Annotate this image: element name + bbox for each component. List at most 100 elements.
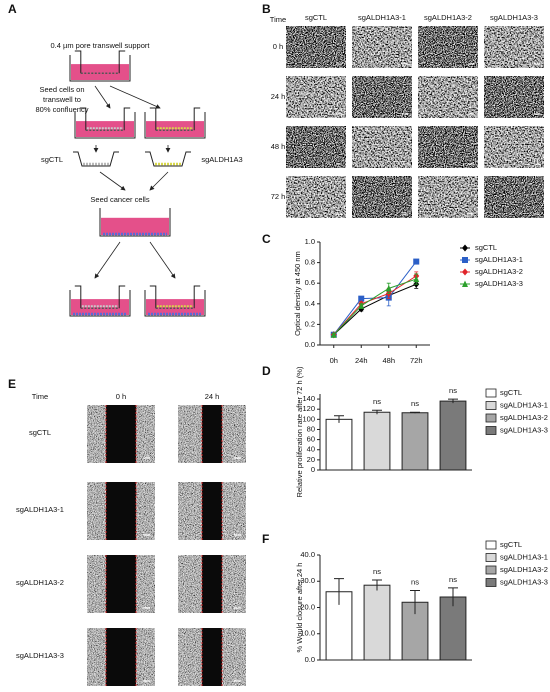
wound-gap	[202, 555, 222, 613]
arrow	[94, 241, 121, 279]
panel-label: B	[262, 2, 271, 16]
data-point	[358, 302, 365, 309]
bar	[363, 411, 391, 471]
micrograph	[418, 76, 478, 118]
y-tick-label: 30.0	[300, 576, 315, 585]
y-tick-label: 0.0	[305, 655, 315, 664]
legend-label: sgALDH1A3-3	[475, 279, 523, 288]
y-tick-label: 80	[307, 424, 315, 433]
y-tick-label: 0.6	[305, 278, 315, 287]
seed-step: transwell to	[43, 95, 81, 104]
significance-label: ns	[411, 577, 419, 586]
wound-gap	[106, 555, 136, 613]
y-tick-label: 0.4	[305, 299, 315, 308]
legend-swatch	[485, 413, 497, 423]
arrow	[109, 85, 161, 109]
y-axis-label: Optical density at 450 nm	[293, 251, 302, 336]
legend-label: sgALDH1A3-1	[500, 400, 548, 409]
legend-marker	[462, 257, 468, 263]
y-tick-label: 0.8	[305, 258, 315, 267]
arrow	[99, 171, 126, 191]
medium	[71, 64, 129, 80]
data-point	[413, 258, 420, 265]
x-tick-label: 24h	[355, 356, 368, 365]
row-label: sgCTL	[29, 428, 51, 437]
micrograph	[352, 76, 412, 118]
significance-label: ns	[411, 399, 419, 408]
column-header: 24 h	[205, 392, 220, 401]
legend-label: sgALDH1A3-1	[475, 255, 523, 264]
arrow	[149, 241, 176, 279]
panel-label: A	[8, 2, 17, 16]
micrograph	[484, 176, 544, 218]
legend-swatch	[485, 565, 497, 575]
legend-label: sgALDH1A3-2	[500, 565, 548, 574]
legend-marker	[462, 280, 468, 287]
y-tick-label: 20.0	[300, 602, 315, 611]
significance-label: ns	[373, 397, 381, 406]
bar	[401, 412, 429, 471]
panel-label: C	[262, 232, 271, 246]
y-tick-label: 0	[311, 465, 315, 474]
column-header: sgALDH1A3-2	[424, 13, 472, 22]
insert	[149, 107, 201, 131]
significance-label: ns	[373, 567, 381, 576]
micrograph	[484, 126, 544, 168]
micrograph	[286, 126, 346, 168]
wound-gap	[106, 628, 136, 686]
y-tick-label: 40	[307, 445, 315, 454]
well	[99, 208, 171, 237]
well	[144, 290, 206, 317]
row-label: sgALDH1A3-1	[16, 505, 64, 514]
y-tick-label: 0.2	[305, 319, 315, 328]
row-label: 0 h	[273, 42, 283, 51]
data-point	[385, 284, 392, 292]
insert	[74, 285, 126, 309]
micrograph	[286, 176, 346, 218]
wound-gap	[202, 628, 222, 686]
column-header: sgALDH1A3-3	[490, 13, 538, 22]
cancer-step: Seed cancer cells	[90, 195, 149, 204]
insert	[149, 285, 201, 309]
panel-label: E	[8, 377, 16, 391]
wound-gap	[106, 405, 136, 463]
legend-label: sgALDH1A3-3	[500, 577, 548, 586]
legend-swatch	[485, 401, 497, 410]
insert	[73, 151, 119, 167]
series-line	[333, 283, 417, 336]
micrograph	[352, 26, 412, 68]
column-header: sgALDH1A3-1	[358, 13, 406, 22]
seed-step: Seed cells on	[39, 85, 84, 94]
bar	[363, 584, 391, 661]
row-label: 24 h	[271, 92, 286, 101]
support-label: 0.4 µm pore transwell support	[51, 41, 151, 50]
micrograph	[418, 176, 478, 218]
panel-label: D	[262, 364, 271, 378]
micrograph	[286, 26, 346, 68]
y-tick-label: 20	[307, 455, 315, 464]
micrograph	[418, 26, 478, 68]
row-label: 48 h	[271, 142, 286, 151]
arrow	[94, 85, 111, 109]
legend-label: sgALDH1A3-3	[500, 425, 548, 434]
micrograph	[352, 126, 412, 168]
data-point	[330, 331, 337, 338]
y-tick-label: 140	[302, 394, 315, 403]
legend-label: sgCTL	[475, 243, 497, 252]
x-tick-label: 0h	[330, 356, 338, 365]
legend-swatch	[485, 426, 497, 435]
time-header: Time	[32, 392, 48, 401]
column-header: sgCTL	[305, 13, 327, 22]
column-header: 0 h	[116, 392, 126, 401]
wound-gap	[106, 482, 136, 540]
legend-swatch	[485, 578, 497, 587]
y-tick-label: 60	[307, 435, 315, 444]
y-axis-label: % Would closure after 24 h	[295, 563, 304, 653]
legend-label: sgALDH1A3-1	[500, 552, 548, 561]
y-tick-label: 100	[302, 414, 315, 423]
micrograph	[484, 76, 544, 118]
y-tick-label: 1.0	[305, 237, 315, 246]
medium	[101, 217, 169, 235]
series-line	[333, 275, 417, 336]
